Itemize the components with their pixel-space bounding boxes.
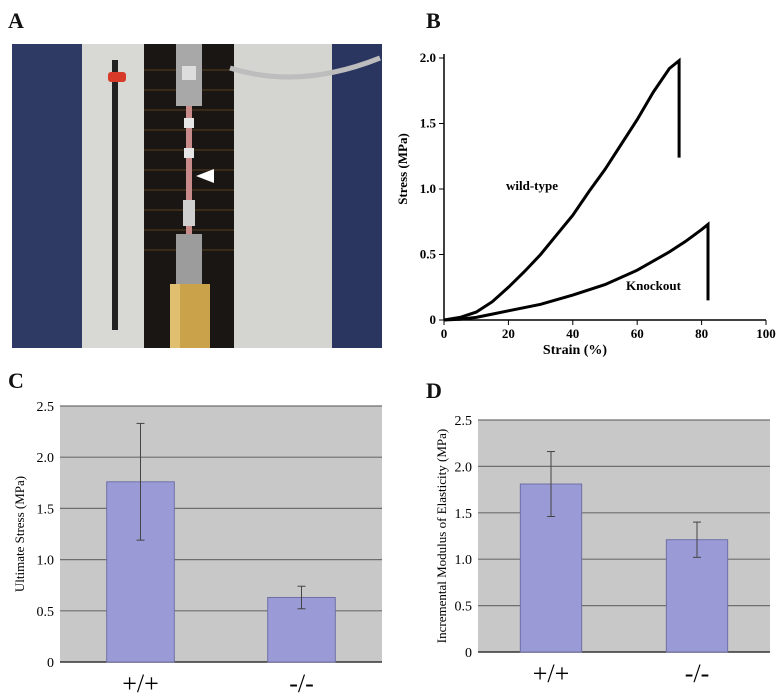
y-tick-label: 1.5 <box>420 116 437 131</box>
y-tick-label: 2.0 <box>455 460 473 475</box>
y-tick-label: 2.0 <box>420 50 436 65</box>
y-tick-label: 0.5 <box>37 605 55 620</box>
y-tick-label: 0.5 <box>455 600 473 615</box>
tensile-test-photo <box>12 44 382 348</box>
x-tick-label: 60 <box>631 326 644 341</box>
y-tick-label: 0 <box>465 646 472 661</box>
y-tick-label: 0 <box>47 656 54 671</box>
category-label: -/- <box>685 659 710 688</box>
panel-letter-d: D <box>426 378 442 403</box>
x-tick-label: 0 <box>441 326 448 341</box>
y-tick-label: 1.0 <box>455 553 473 568</box>
y-tick-label: 1.0 <box>420 181 436 196</box>
ultimate-stress-chart: 0 0.5 1.0 1.5 2.0 2.5 +/+ -/- Ultimate Stress (M… <box>12 400 382 698</box>
stress-strain-chart: 0 20 40 60 80 100 0 0.5 1.0 1.5 2.0 Strain (%) Stres… <box>395 50 776 358</box>
y-tick-label: 1.5 <box>455 507 473 522</box>
modulus-elasticity-chart: 0 0.5 1.0 1.5 2.0 2.5 +/+ -/- Incremental Modulu… <box>434 414 770 688</box>
category-label: +/+ <box>122 669 159 698</box>
y-axis-label: Stress (MPa) <box>395 133 410 205</box>
y-axis-label: Incremental Modulus of Elasticity (MPa) <box>434 429 449 643</box>
series-line-wild-type <box>443 57 681 322</box>
y-tick-label: 2.0 <box>37 451 55 466</box>
panel-letter-c: C <box>8 368 24 393</box>
y-tick-label: 2.5 <box>37 400 55 415</box>
x-axis-label: Strain (%) <box>543 343 608 358</box>
panel-letter-a: A <box>8 8 24 33</box>
x-tick-label: 40 <box>566 326 579 341</box>
y-tick-label: 2.5 <box>455 414 473 429</box>
y-tick-label: 1.0 <box>37 554 55 569</box>
x-tick-label: 20 <box>502 326 515 341</box>
category-label: -/- <box>289 669 314 698</box>
series-line-knockout <box>443 221 710 322</box>
series-label-wild-type: wild-type <box>506 178 558 193</box>
series-label-knockout: Knockout <box>626 278 682 293</box>
y-tick-label: 1.5 <box>37 502 55 517</box>
x-tick-label: 80 <box>695 326 708 341</box>
category-label: +/+ <box>533 659 570 688</box>
y-tick-label: 0.5 <box>420 247 437 262</box>
panel-letter-b: B <box>426 8 441 33</box>
y-tick-label: 0 <box>430 312 437 327</box>
x-tick-label: 100 <box>756 326 776 341</box>
y-axis-label: Ultimate Stress (MPa) <box>12 476 27 592</box>
